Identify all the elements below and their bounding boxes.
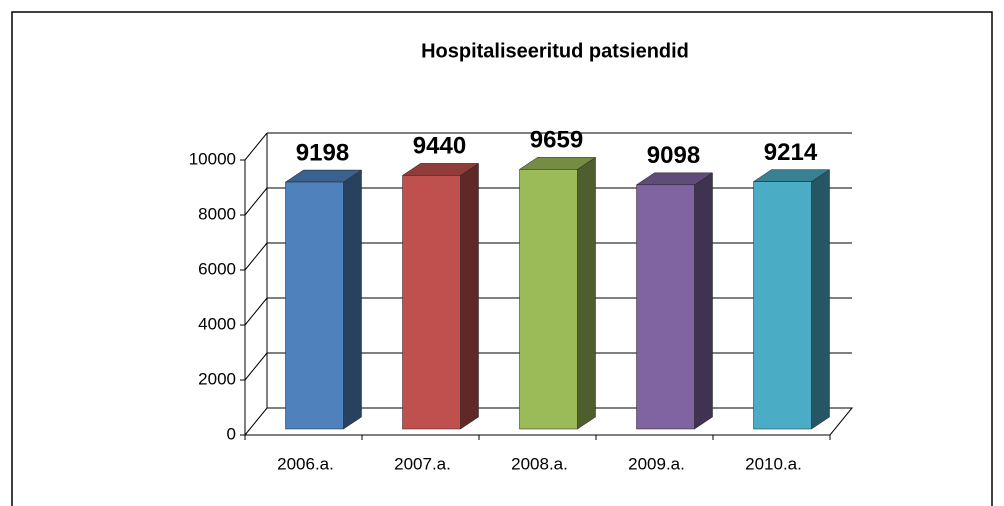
value-label: 9198 [296, 139, 349, 166]
grid-diagonal [244, 407, 268, 436]
bar-side [577, 156, 596, 430]
grid-diagonal [244, 352, 268, 381]
x-tick-label: 2007.a. [394, 454, 451, 473]
x-tick-label: 2010.a. [745, 454, 802, 473]
y-tick-label: 10000 [189, 149, 236, 168]
y-tick-label: 4000 [198, 314, 236, 333]
value-label: 9659 [530, 127, 583, 154]
grid-diagonal [244, 187, 268, 216]
value-label: 9440 [413, 133, 466, 160]
x-tick-label: 2008.a. [511, 454, 568, 473]
y-tick-label: 6000 [198, 259, 236, 278]
bar [636, 184, 695, 430]
bar [402, 175, 461, 430]
bar-side [811, 169, 830, 430]
bar-side [343, 169, 362, 430]
bar [753, 181, 812, 430]
bar-side [694, 172, 713, 430]
y-tick-label: 8000 [198, 204, 236, 223]
grid-diagonal [244, 242, 268, 271]
chart-title: Hospitaliseeritud patsiendid [421, 40, 689, 62]
chart-frame [11, 11, 993, 506]
grid-diagonal [244, 297, 268, 326]
bar [285, 181, 344, 430]
value-label: 9098 [647, 142, 700, 169]
y-tick-label: 2000 [198, 369, 236, 388]
grid-diagonal [244, 132, 268, 161]
y-tick-label: 0 [227, 424, 236, 443]
bar [519, 169, 578, 430]
x-tick-label: 2009.a. [628, 454, 685, 473]
x-tick-label: 2006.a. [277, 454, 334, 473]
bar-side [460, 162, 479, 430]
value-label: 9214 [764, 139, 818, 166]
